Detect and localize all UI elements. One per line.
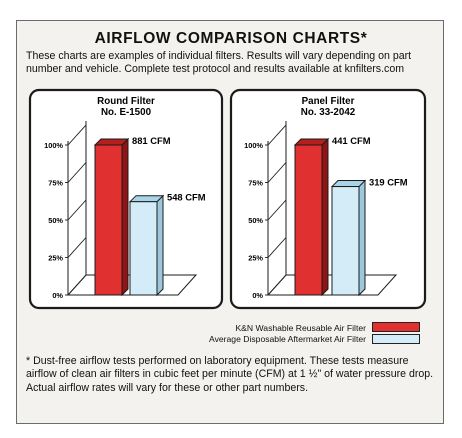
gridline bbox=[267, 124, 287, 146]
chart-title: Round Filter bbox=[97, 96, 155, 107]
chart-title: Panel Filter bbox=[302, 96, 355, 107]
bar-top bbox=[330, 180, 367, 188]
bar-front bbox=[94, 144, 123, 296]
y-tick-label: 25% bbox=[48, 254, 63, 263]
y-tick-label: 75% bbox=[248, 179, 263, 188]
data-label: 548 CFM bbox=[167, 192, 206, 203]
intro-text: These charts are examples of individual … bbox=[26, 50, 412, 75]
footnote-text-b: " of water pressure drop. Actual airflow… bbox=[26, 368, 434, 394]
bar-top bbox=[93, 138, 130, 146]
bar-kn bbox=[93, 137, 130, 297]
legend-hollow-swatch bbox=[372, 334, 420, 344]
footnote-half: ½ bbox=[308, 368, 318, 381]
y-tick-label: 25% bbox=[248, 254, 263, 263]
bar-kn bbox=[293, 137, 330, 297]
bar-front bbox=[331, 186, 360, 296]
gridline bbox=[67, 237, 87, 258]
bar-side bbox=[156, 194, 164, 297]
y-tick-label: 50% bbox=[248, 216, 263, 225]
y-tick-label: 75% bbox=[48, 179, 63, 188]
data-label: 881 CFM bbox=[132, 135, 171, 146]
bar-disposable bbox=[128, 194, 165, 297]
bar-disposable bbox=[330, 179, 367, 297]
y-tick-label: 100% bbox=[244, 141, 263, 150]
gridline bbox=[67, 124, 87, 146]
footnote-text-a: * Dust-free airflow tests performed on l… bbox=[26, 355, 409, 381]
legend-solid-swatch bbox=[372, 322, 420, 332]
footnote: * Dust-free airflow tests performed on l… bbox=[26, 355, 440, 395]
bar-side bbox=[358, 179, 366, 297]
bar-side bbox=[321, 137, 329, 297]
legend-solid-label: K&N Washable Reusable Air Filter bbox=[235, 323, 366, 333]
gridline bbox=[67, 199, 87, 221]
data-label: 441 CFM bbox=[332, 135, 371, 146]
bar-top bbox=[128, 195, 165, 203]
page-title: AIRFLOW COMPARISON CHARTS* bbox=[94, 30, 368, 47]
y-tick-label: 0% bbox=[252, 291, 263, 300]
y-tick-label: 50% bbox=[48, 216, 63, 225]
legend-hollow-label: Average Disposable Aftermarket Air Filte… bbox=[209, 334, 366, 344]
gridline bbox=[267, 162, 287, 183]
gridline bbox=[267, 199, 287, 221]
bar-top bbox=[293, 138, 330, 146]
data-label: 319 CFM bbox=[369, 177, 408, 188]
gridline bbox=[267, 237, 287, 258]
bar-front bbox=[294, 144, 323, 296]
bar-side bbox=[121, 137, 129, 297]
y-tick-label: 0% bbox=[52, 291, 63, 300]
chart-subtitle: No. 33-2042 bbox=[301, 107, 356, 118]
bar-front bbox=[129, 201, 158, 296]
gridline bbox=[67, 162, 87, 183]
chart-subtitle: No. E-1500 bbox=[101, 107, 152, 118]
y-tick-label: 100% bbox=[44, 141, 63, 150]
